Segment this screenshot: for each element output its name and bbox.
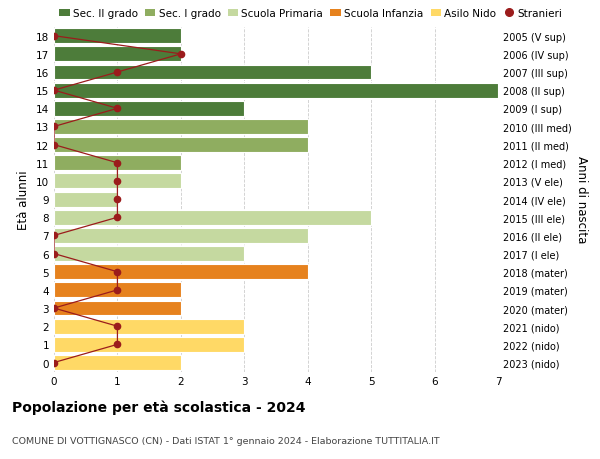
Bar bbox=[54, 138, 308, 153]
Legend: Sec. II grado, Sec. I grado, Scuola Primaria, Scuola Infanzia, Asilo Nido, Stran: Sec. II grado, Sec. I grado, Scuola Prim… bbox=[59, 9, 562, 19]
Bar bbox=[54, 246, 244, 262]
Bar bbox=[54, 301, 181, 316]
Bar bbox=[54, 101, 244, 117]
Bar bbox=[54, 210, 371, 225]
Y-axis label: Età alunni: Età alunni bbox=[17, 170, 31, 230]
Text: COMUNE DI VOTTIGNASCO (CN) - Dati ISTAT 1° gennaio 2024 - Elaborazione TUTTITALI: COMUNE DI VOTTIGNASCO (CN) - Dati ISTAT … bbox=[12, 436, 440, 445]
Text: Popolazione per età scolastica - 2024: Popolazione per età scolastica - 2024 bbox=[12, 399, 305, 414]
Bar bbox=[54, 47, 181, 62]
Bar bbox=[54, 337, 244, 352]
Bar bbox=[54, 65, 371, 80]
Y-axis label: Anni di nascita: Anni di nascita bbox=[575, 156, 588, 243]
Bar bbox=[54, 319, 244, 334]
Bar bbox=[54, 265, 308, 280]
Bar bbox=[54, 192, 118, 207]
Bar bbox=[54, 156, 181, 171]
Bar bbox=[54, 29, 181, 44]
Bar bbox=[54, 355, 181, 370]
Bar bbox=[54, 229, 308, 243]
Bar bbox=[54, 84, 498, 98]
Bar bbox=[54, 283, 181, 298]
Bar bbox=[54, 120, 308, 134]
Bar bbox=[54, 174, 181, 189]
